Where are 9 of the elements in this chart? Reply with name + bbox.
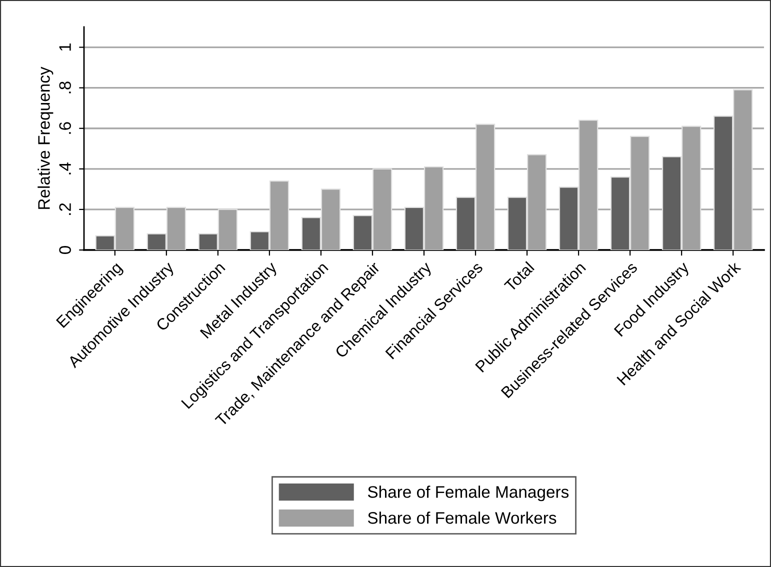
y-tick-label: .8 (59, 82, 71, 94)
y-tick-label: .2 (59, 203, 71, 215)
y-tick-label: 1 (59, 43, 71, 51)
y-tick-label: .6 (59, 122, 71, 134)
y-axis-title: Relative Frequency (38, 66, 54, 209)
legend-label: Share of Female Workers (368, 512, 556, 524)
y-tick-label: .4 (59, 162, 71, 174)
legend-label: Share of Female Managers (368, 486, 569, 502)
y-tick-label: 0 (59, 246, 71, 254)
